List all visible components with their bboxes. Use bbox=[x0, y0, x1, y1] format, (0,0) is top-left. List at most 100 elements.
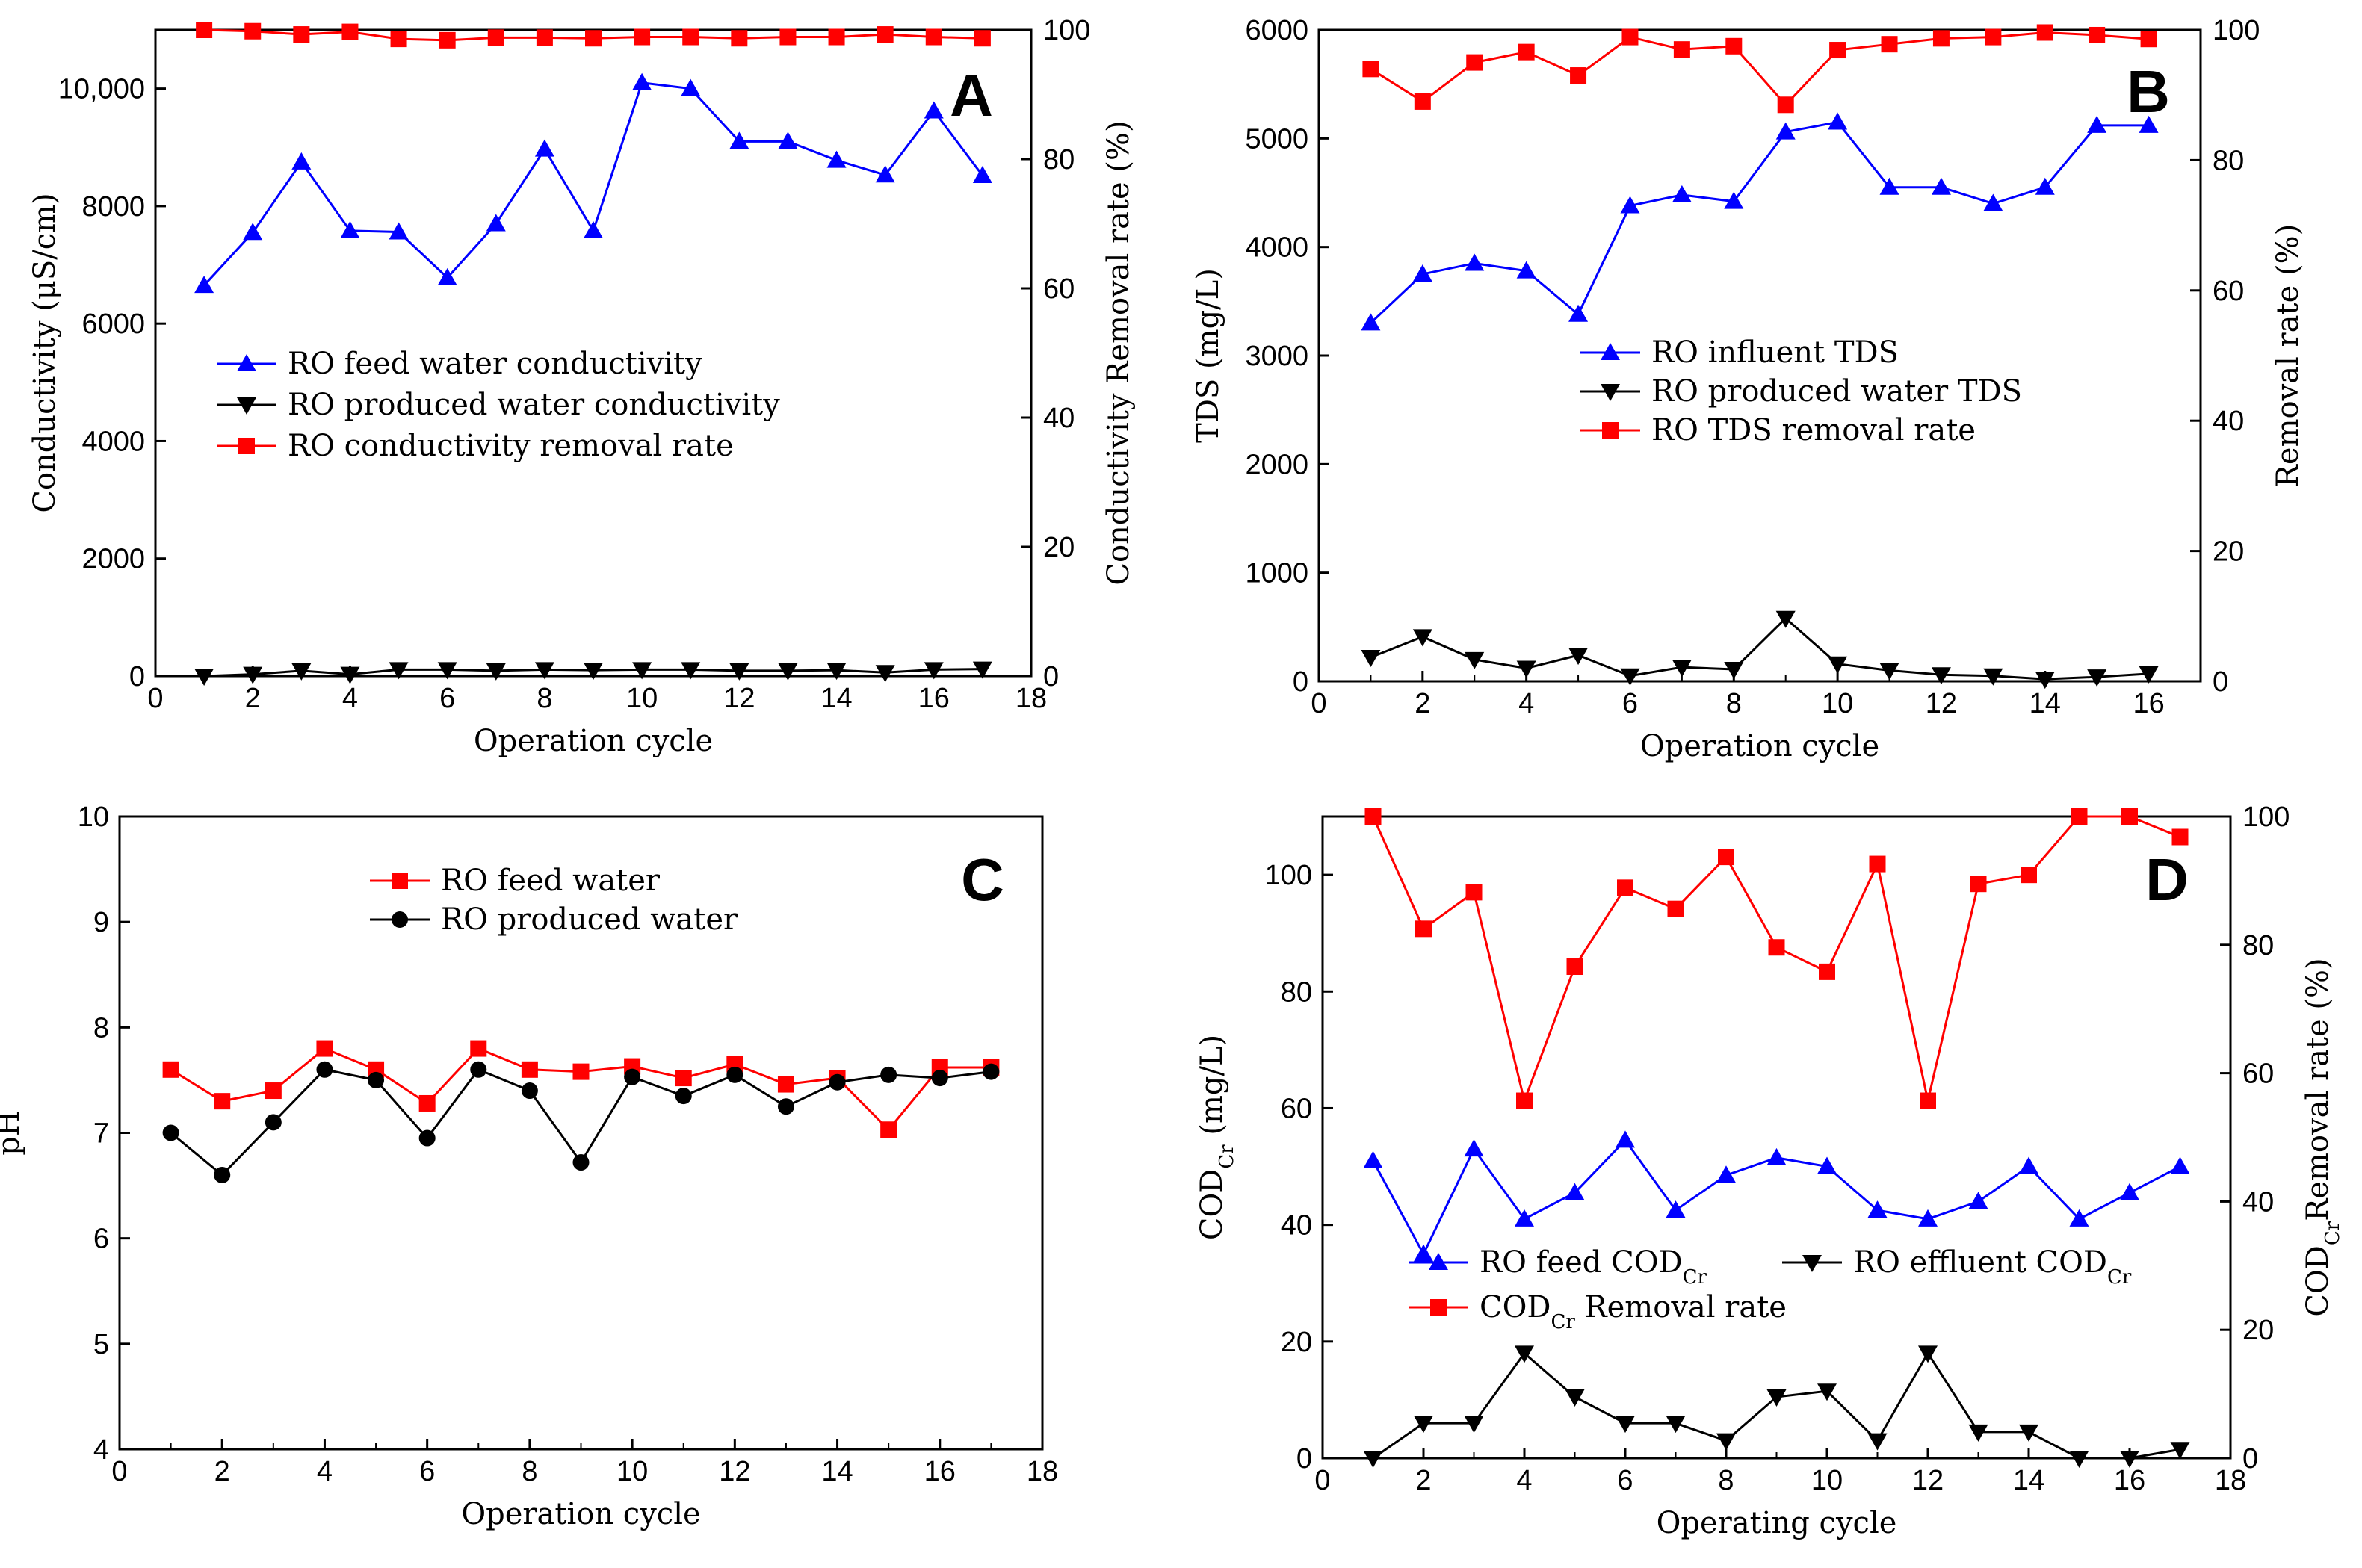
data-point bbox=[779, 28, 797, 46]
text-span: COD bbox=[2301, 1245, 2335, 1316]
data-point bbox=[675, 1088, 692, 1105]
chart-panel-c: 0 2 4 6 8 10 12 14 16 18 4 5 6 7 8 9 10 Operation cycle pH… bbox=[0, 802, 1058, 1531]
y-tick-label: 2000 bbox=[81, 544, 145, 575]
data-point bbox=[162, 1124, 179, 1141]
data-point bbox=[1970, 876, 1987, 893]
x-tick-label: 6 bbox=[419, 1456, 435, 1487]
data-point bbox=[291, 663, 312, 681]
y-tick-label: 40 bbox=[1281, 1210, 1312, 1242]
x-tick-label: 2 bbox=[245, 683, 261, 714]
data-point bbox=[2121, 808, 2138, 825]
data-point bbox=[1414, 1244, 1433, 1262]
y2-tick-label: 60 bbox=[2242, 1059, 2274, 1090]
legend-marker bbox=[1601, 343, 1620, 360]
text-span: COD bbox=[1195, 1169, 1229, 1240]
data-point bbox=[1464, 1139, 1484, 1157]
x-tick-label: 10 bbox=[626, 683, 658, 714]
y-tick-label: 4 bbox=[93, 1434, 109, 1466]
series-ro-conductivity-removal-rate bbox=[196, 22, 991, 49]
y2-tick-label: 0 bbox=[2213, 666, 2228, 698]
text-span: RO effluent COD bbox=[1853, 1245, 2107, 1280]
data-point bbox=[826, 150, 847, 168]
data-point bbox=[1362, 61, 1379, 78]
data-point bbox=[487, 29, 504, 46]
y2-tick-label: 40 bbox=[2213, 406, 2244, 437]
data-point bbox=[470, 1061, 487, 1078]
data-point bbox=[214, 1093, 231, 1110]
series-ro-tds-removal-rate bbox=[1362, 24, 2157, 114]
panel-letter: D bbox=[2145, 846, 2189, 913]
series-codcr-removal-rate bbox=[1364, 808, 2189, 1109]
data-point bbox=[437, 267, 457, 285]
data-point bbox=[777, 1076, 794, 1093]
data-point bbox=[1819, 963, 1835, 980]
data-point bbox=[1666, 1200, 1686, 1218]
y-tick-label: 2000 bbox=[1245, 449, 1308, 480]
y-tick-label: 6000 bbox=[81, 309, 145, 340]
data-point bbox=[777, 1098, 794, 1115]
data-point bbox=[1412, 264, 1432, 282]
subscript: Cr bbox=[2107, 1266, 2132, 1289]
y-tick-label: 9 bbox=[93, 907, 109, 938]
x-tick-label: 10 bbox=[616, 1456, 648, 1487]
x-tick-label: 4 bbox=[317, 1456, 333, 1487]
data-point bbox=[470, 1040, 487, 1057]
series-line bbox=[1370, 616, 2149, 681]
data-point bbox=[1673, 41, 1690, 58]
data-point bbox=[585, 30, 602, 47]
series-line bbox=[203, 81, 984, 287]
series-ro-produced-water bbox=[162, 1061, 1000, 1183]
data-point bbox=[877, 26, 894, 43]
data-point bbox=[778, 131, 798, 149]
data-point bbox=[1867, 1433, 1888, 1451]
y-tick-label: 3000 bbox=[1245, 341, 1308, 372]
x-tick-label: 8 bbox=[1726, 688, 1742, 719]
data-point bbox=[1465, 884, 1483, 901]
data-point bbox=[244, 22, 262, 40]
x-tick-label: 14 bbox=[2013, 1465, 2044, 1496]
y-tick-label: 20 bbox=[1281, 1327, 1312, 1358]
legend-marker bbox=[1602, 422, 1619, 439]
panel-letter: A bbox=[950, 62, 993, 128]
panel-letter: C bbox=[961, 846, 1004, 913]
data-point bbox=[632, 662, 652, 680]
data-point bbox=[534, 139, 554, 157]
data-point bbox=[584, 663, 603, 681]
y-tick-label: 10 bbox=[78, 802, 109, 833]
x-tick-label: 0 bbox=[111, 1456, 127, 1487]
data-point bbox=[2140, 31, 2157, 48]
y-tick-label: 0 bbox=[129, 661, 145, 692]
legend-entry: RO TDS removal rate bbox=[1580, 413, 1976, 447]
data-point bbox=[1983, 193, 2003, 211]
data-point bbox=[291, 152, 312, 170]
x-tick-label: 12 bbox=[1926, 688, 1957, 719]
data-point bbox=[486, 214, 506, 232]
data-point bbox=[974, 30, 991, 47]
data-point bbox=[632, 72, 652, 90]
data-point bbox=[243, 666, 263, 684]
y-tick-label: 4000 bbox=[81, 426, 145, 457]
legend-entry: RO conductivity removal rate bbox=[217, 429, 734, 463]
data-point bbox=[1920, 1092, 1936, 1109]
data-point bbox=[521, 1061, 538, 1078]
data-point bbox=[1985, 28, 2002, 46]
x-tick-label: 4 bbox=[342, 683, 358, 714]
data-point bbox=[1620, 668, 1640, 686]
legend-label: RO feed water bbox=[441, 864, 661, 898]
legend-entry: RO produced water TDS bbox=[1580, 374, 2022, 409]
data-point bbox=[1515, 1345, 1534, 1363]
data-point bbox=[1879, 177, 1899, 195]
series-ro-effluent-codcr bbox=[1363, 1345, 2190, 1468]
data-point bbox=[2035, 672, 2055, 690]
x-tick-label: 10 bbox=[1822, 688, 1853, 719]
x-tick-label: 18 bbox=[1015, 683, 1047, 714]
data-point bbox=[536, 29, 553, 46]
legend-marker bbox=[1430, 1299, 1447, 1316]
data-point bbox=[1568, 304, 1589, 322]
x-tick-label: 6 bbox=[1622, 688, 1638, 719]
data-point bbox=[726, 1066, 743, 1083]
y-tick-label: 100 bbox=[1265, 860, 1312, 891]
text-span: Removal rate (%) bbox=[2301, 958, 2335, 1221]
y-tick-label: 4000 bbox=[1245, 232, 1308, 264]
legend-marker bbox=[237, 354, 256, 371]
